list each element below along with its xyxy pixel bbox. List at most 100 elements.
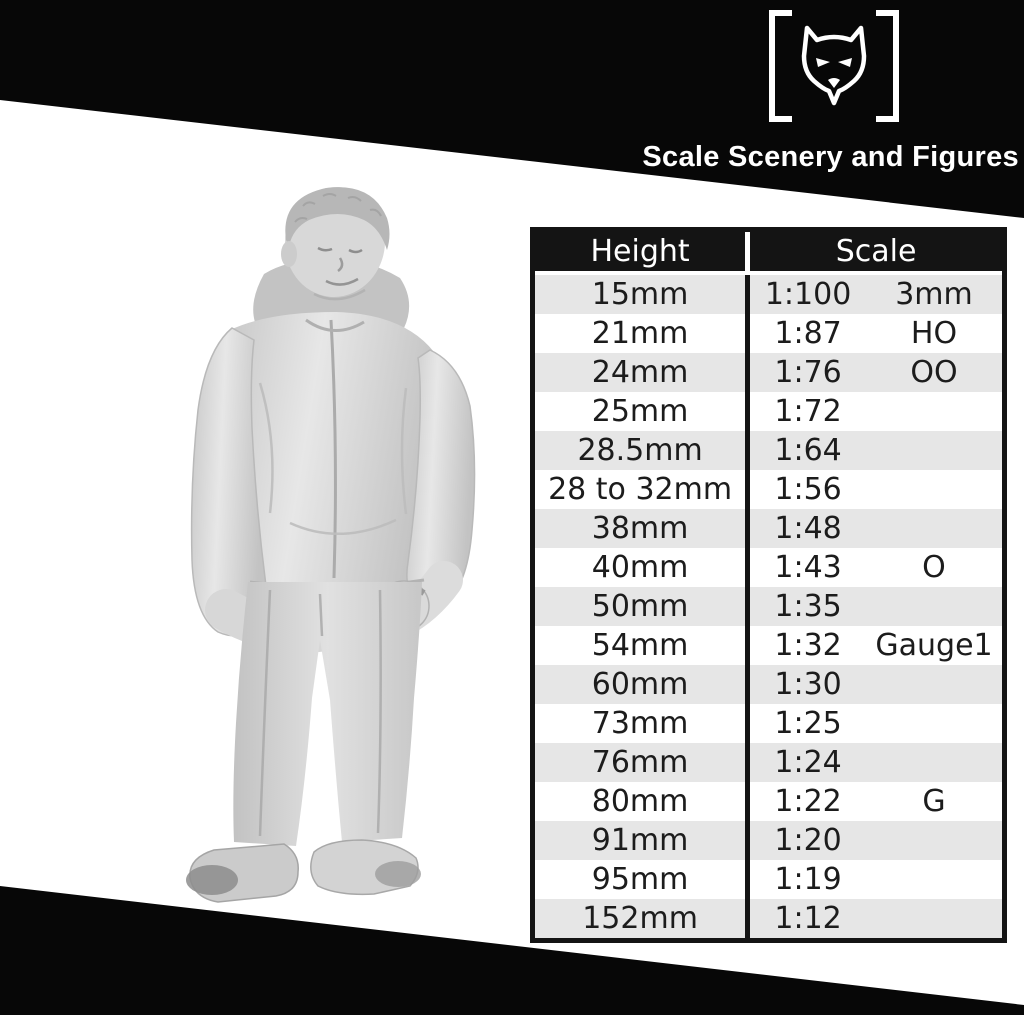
- column-divider: [745, 275, 751, 314]
- column-divider: [745, 665, 751, 704]
- column-divider: [745, 509, 751, 548]
- table-row: 54mm 1:32 Gauge1: [535, 626, 1002, 665]
- scale-cell: 1:19: [750, 860, 1002, 899]
- scale-cell: 1:22 G: [750, 782, 1002, 821]
- height-cell: 28.5mm: [577, 433, 703, 468]
- scale-ratio: 1:100: [764, 277, 852, 312]
- table-body: 15mm 1:100 3mm 21mm 1:87 HO 24mm 1:76 OO…: [535, 275, 1002, 938]
- scale-ratio: 1:22: [774, 784, 842, 819]
- table-row: 25mm 1:72: [535, 392, 1002, 431]
- gauge-label: G: [922, 784, 946, 819]
- gauge-label: OO: [910, 355, 958, 390]
- scale-cell: 1:56: [750, 470, 1002, 509]
- height-cell: 152mm: [582, 901, 698, 936]
- height-cell: 38mm: [591, 511, 689, 546]
- height-cell: 21mm: [591, 316, 689, 351]
- man-head: [281, 187, 390, 301]
- table-row: 15mm 1:100 3mm: [535, 275, 1002, 314]
- table-row: 50mm 1:35: [535, 587, 1002, 626]
- scale-ratio: 1:20: [774, 823, 842, 858]
- column-divider: [745, 548, 751, 587]
- scale-cell: 1:25: [750, 704, 1002, 743]
- column-divider: [745, 899, 751, 938]
- scale-cell: 1:64: [750, 431, 1002, 470]
- column-divider: [745, 431, 751, 470]
- scale-cell: 1:20: [750, 821, 1002, 860]
- scale-cell: 1:12: [750, 899, 1002, 938]
- scale-ratio: 1:19: [774, 862, 842, 897]
- height-cell: 15mm: [591, 277, 689, 312]
- scale-ratio: 1:64: [774, 433, 842, 468]
- height-cell: 24mm: [591, 355, 689, 390]
- scale-ratio: 1:43: [774, 550, 842, 585]
- column-divider: [745, 782, 751, 821]
- scale-ratio: 1:35: [774, 589, 842, 624]
- scale-ratio: 1:76: [774, 355, 842, 390]
- scale-cell: 1:24: [750, 743, 1002, 782]
- top-banner: [0, 0, 1024, 218]
- gauge-label: O: [922, 550, 946, 585]
- scale-cell: 1:48: [750, 509, 1002, 548]
- scale-cell: 1:35: [750, 587, 1002, 626]
- column-divider: [745, 743, 751, 782]
- table-row: 95mm 1:19: [535, 860, 1002, 899]
- column-divider: [745, 470, 751, 509]
- table-row: 21mm 1:87 HO: [535, 314, 1002, 353]
- gauge-label: 3mm: [895, 277, 973, 312]
- figure-3d-scan-man: [186, 187, 476, 903]
- column-header-height: Height: [535, 232, 746, 271]
- scale-cell: 1:100 3mm: [750, 275, 1002, 314]
- table-row: 73mm 1:25: [535, 704, 1002, 743]
- scale-ratio: 1:72: [774, 394, 842, 429]
- table-row: 28.5mm 1:64: [535, 431, 1002, 470]
- column-divider: [745, 704, 751, 743]
- man-jeans: [233, 582, 422, 846]
- height-cell: 60mm: [591, 667, 689, 702]
- bottom-banner: [0, 886, 1024, 1015]
- scale-conversion-table: Height Scale 15mm 1:100 3mm 21mm 1:87 HO…: [530, 227, 1007, 943]
- header-divider: [745, 232, 751, 271]
- table-header: Height Scale: [535, 232, 1002, 271]
- table-row: 76mm 1:24: [535, 743, 1002, 782]
- column-header-scale: Scale: [750, 232, 1002, 271]
- table-row: 91mm 1:20: [535, 821, 1002, 860]
- table-row: 38mm 1:48: [535, 509, 1002, 548]
- scale-cell: 1:72: [750, 392, 1002, 431]
- height-cell: 80mm: [591, 784, 689, 819]
- column-divider: [745, 392, 751, 431]
- right-bracket-icon: [876, 10, 899, 122]
- scale-ratio: 1:24: [774, 745, 842, 780]
- scale-ratio: 1:48: [774, 511, 842, 546]
- table-row: 152mm 1:12: [535, 899, 1002, 938]
- scale-ratio: 1:12: [774, 901, 842, 936]
- scale-ratio: 1:32: [774, 628, 842, 663]
- height-cell: 95mm: [591, 862, 689, 897]
- table-row: 60mm 1:30: [535, 665, 1002, 704]
- height-cell: 25mm: [591, 394, 689, 429]
- column-divider: [745, 860, 751, 899]
- height-cell: 50mm: [591, 589, 689, 624]
- brand-logo: [769, 10, 899, 122]
- table-row: 24mm 1:76 OO: [535, 353, 1002, 392]
- height-cell: 40mm: [591, 550, 689, 585]
- table-row: 40mm 1:43 O: [535, 548, 1002, 587]
- scale-ratio: 1:87: [774, 316, 842, 351]
- gauge-label: Gauge1: [875, 628, 993, 663]
- scale-ratio: 1:56: [774, 472, 842, 507]
- scale-ratio: 1:25: [774, 706, 842, 741]
- column-divider: [745, 626, 751, 665]
- height-cell: 54mm: [591, 628, 689, 663]
- column-divider: [745, 587, 751, 626]
- height-cell: 76mm: [591, 745, 689, 780]
- height-cell: 91mm: [591, 823, 689, 858]
- brand-tagline: Scale Scenery and Figures: [642, 141, 1019, 173]
- scale-cell: 1:30: [750, 665, 1002, 704]
- column-divider: [745, 821, 751, 860]
- scale-ratio: 1:30: [774, 667, 842, 702]
- table-row: 28 to 32mm 1:56: [535, 470, 1002, 509]
- table-row: 80mm 1:22 G: [535, 782, 1002, 821]
- height-cell: 28 to 32mm: [548, 472, 733, 507]
- scale-cell: 1:76 OO: [750, 353, 1002, 392]
